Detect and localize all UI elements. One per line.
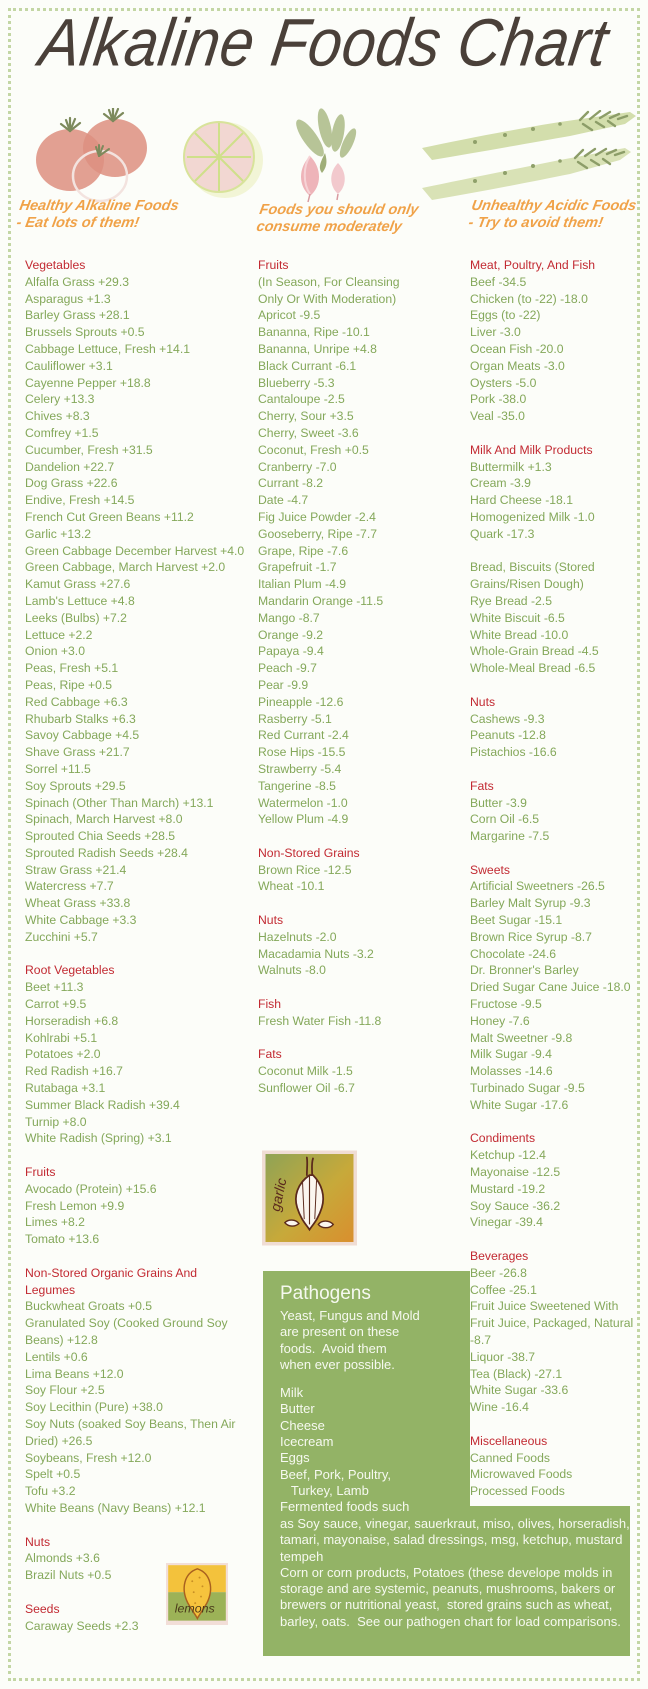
svg-text:lemons: lemons [175,1602,215,1616]
